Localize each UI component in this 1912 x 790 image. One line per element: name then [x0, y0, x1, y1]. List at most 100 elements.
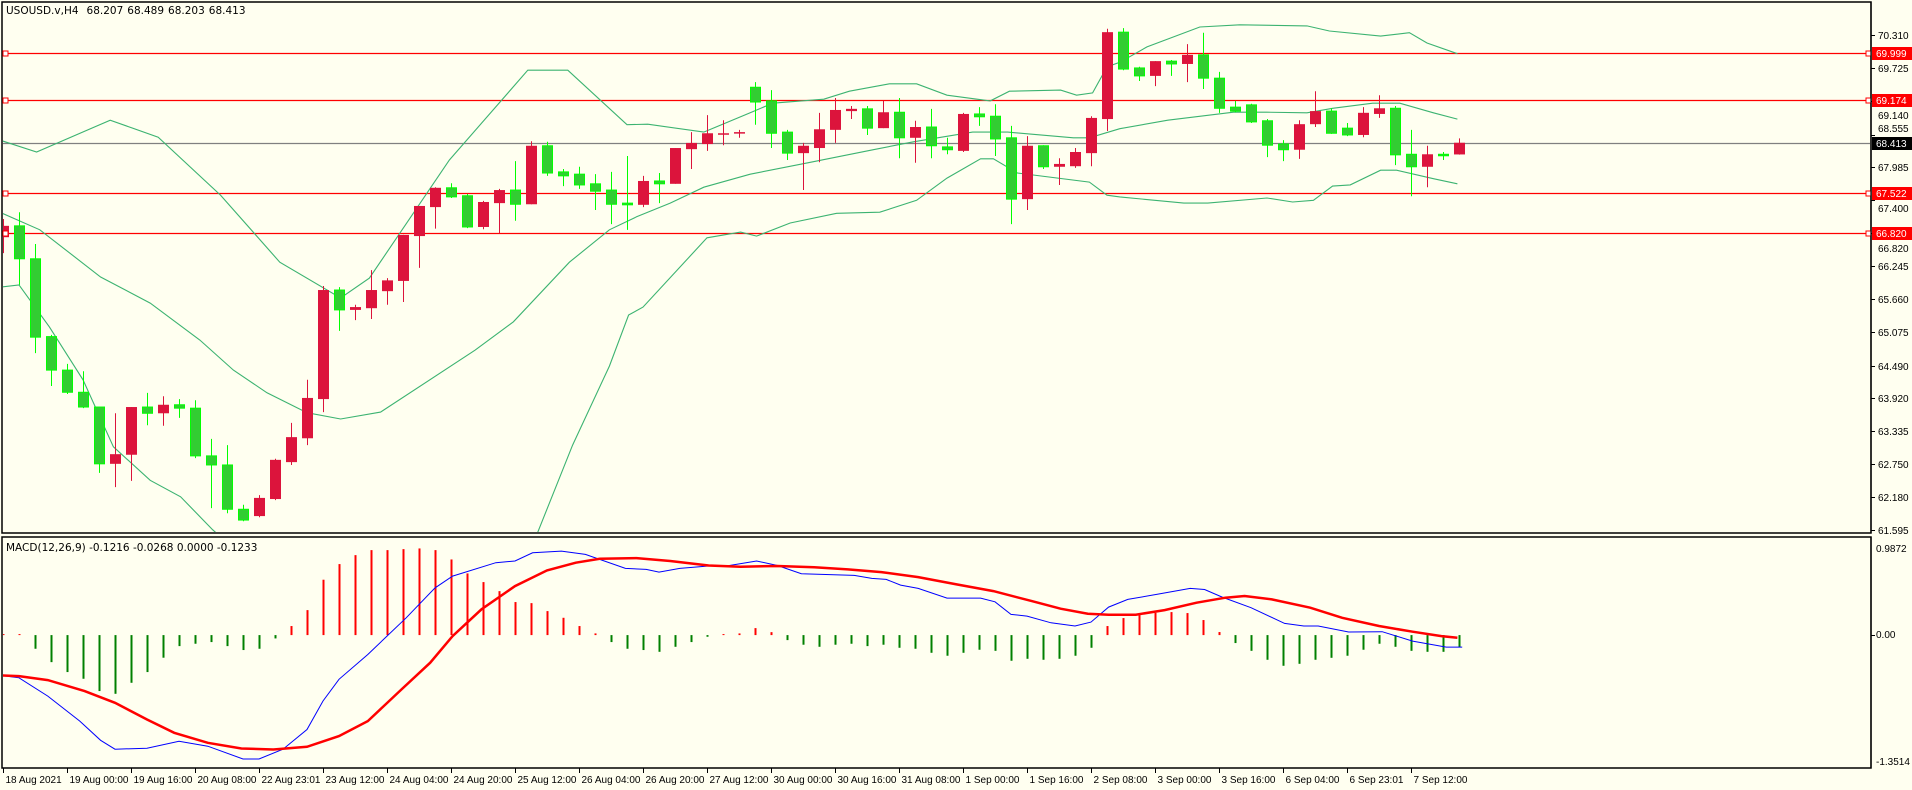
bearish-candle — [750, 82, 761, 125]
candle-body — [398, 234, 409, 281]
candle-body — [718, 133, 729, 135]
bearish-candle — [62, 363, 73, 394]
bearish-candle — [926, 108, 937, 159]
price-panel[interactable]: USOUSD.v,H4 68.207 68.489 68.203 68.413 — [0, 1, 1872, 604]
candle-body — [270, 459, 281, 500]
level-right-marker — [1865, 97, 1872, 104]
bullish-candle — [1022, 136, 1033, 210]
candle-body — [590, 183, 601, 192]
bullish-candle — [686, 132, 697, 170]
candle-body — [446, 187, 457, 198]
candle-body — [1262, 120, 1273, 146]
price-tick-label: 67.400 — [1878, 204, 1909, 215]
candle-body — [190, 407, 201, 457]
candle-body — [638, 180, 649, 205]
level-price-tag — [1872, 227, 1912, 240]
candles — [3, 28, 1465, 522]
candle-body — [366, 290, 377, 309]
bullish-candle — [158, 396, 169, 426]
candle-body — [158, 404, 169, 414]
bullish-candle — [1150, 61, 1161, 87]
candle-body — [238, 508, 249, 521]
candle-body — [846, 108, 857, 112]
price-tick-label: 66.820 — [1878, 244, 1909, 255]
macd-main-line — [3, 550, 1463, 760]
bearish-candle — [1118, 28, 1129, 71]
candle-body — [318, 290, 329, 400]
bullish-candle — [734, 129, 745, 138]
macd-histogram — [3, 548, 1461, 694]
bullish-candle — [910, 120, 921, 163]
bearish-candle — [1262, 119, 1273, 158]
bearish-candle — [974, 107, 985, 126]
candle-body — [1022, 145, 1033, 200]
bullish-candle — [270, 458, 281, 501]
candle-body — [46, 336, 57, 371]
bullish-candle — [670, 148, 681, 184]
bullish-candle — [318, 286, 329, 413]
candle-body — [958, 113, 969, 151]
bearish-candle — [334, 287, 345, 331]
candle-body — [1150, 61, 1161, 76]
candle-body — [974, 113, 985, 118]
bearish-candle — [1166, 59, 1177, 76]
bullish-candle — [958, 112, 969, 153]
candle-body — [350, 307, 361, 310]
bearish-candle — [238, 504, 249, 522]
bullish-candle — [1454, 138, 1465, 155]
bullish-candle — [526, 141, 537, 205]
bearish-candle — [862, 105, 873, 135]
candle-body — [1294, 124, 1305, 150]
price-tick-label: 63.920 — [1878, 394, 1909, 405]
bearish-candle — [1326, 108, 1337, 134]
level-price-tag-label: 66.820 — [1876, 229, 1907, 240]
candle-body — [62, 369, 73, 393]
bearish-candle — [1230, 100, 1241, 113]
bullish-candle — [1182, 44, 1193, 83]
candle-body — [174, 404, 185, 409]
bullish-candle — [382, 278, 393, 305]
bullish-candle — [1358, 107, 1369, 138]
price-tick-label: 70.310 — [1878, 31, 1909, 42]
time-tick-label: 3 Sep 00:00 — [1158, 775, 1212, 786]
level-price-tags: 69.999 69.174 67.522 66.820 68.413 — [1872, 47, 1912, 240]
bullish-candle — [414, 205, 425, 268]
price-tick-label: 64.490 — [1878, 362, 1909, 373]
price-tick-label: 62.750 — [1878, 460, 1909, 471]
candle-body — [830, 109, 841, 130]
candle-body — [654, 180, 665, 185]
bearish-candle — [894, 98, 905, 159]
candle-body — [1166, 60, 1177, 65]
price-tick-label: 69.725 — [1878, 64, 1909, 75]
level-price-tag — [1872, 47, 1912, 60]
bearish-candle — [1214, 71, 1225, 113]
bearish-candle — [462, 194, 473, 229]
bullish-candle — [126, 407, 137, 481]
candle-body — [606, 189, 617, 205]
candle-body — [30, 258, 41, 338]
level-left-marker — [2, 230, 9, 237]
time-tick-label: 2 Sep 08:00 — [1094, 775, 1148, 786]
bollinger-lower-band — [3, 158, 1458, 532]
bearish-candle — [142, 392, 153, 426]
bullish-candle — [1070, 148, 1081, 168]
bearish-candle — [942, 137, 953, 155]
symbol-label: USOUSD.v,H4 — [6, 5, 79, 17]
ohlc-high: 68.489 — [127, 5, 164, 17]
time-tick-label: 6 Sep 23:01 — [1350, 775, 1404, 786]
candle-body — [1454, 142, 1465, 155]
candle-body — [766, 100, 777, 134]
candle-body — [334, 289, 345, 311]
candle-body — [622, 202, 633, 206]
time-tick-label: 30 Aug 00:00 — [774, 775, 833, 786]
candle-body — [798, 145, 809, 154]
price-tick-label: 66.245 — [1878, 262, 1909, 273]
bullish-candle — [1086, 116, 1097, 167]
time-tick-label: 26 Aug 04:00 — [582, 775, 641, 786]
time-tick-label: 25 Aug 12:00 — [518, 775, 577, 786]
level-left-marker — [2, 97, 9, 104]
bearish-candle — [30, 244, 41, 354]
candle-body — [382, 280, 393, 292]
